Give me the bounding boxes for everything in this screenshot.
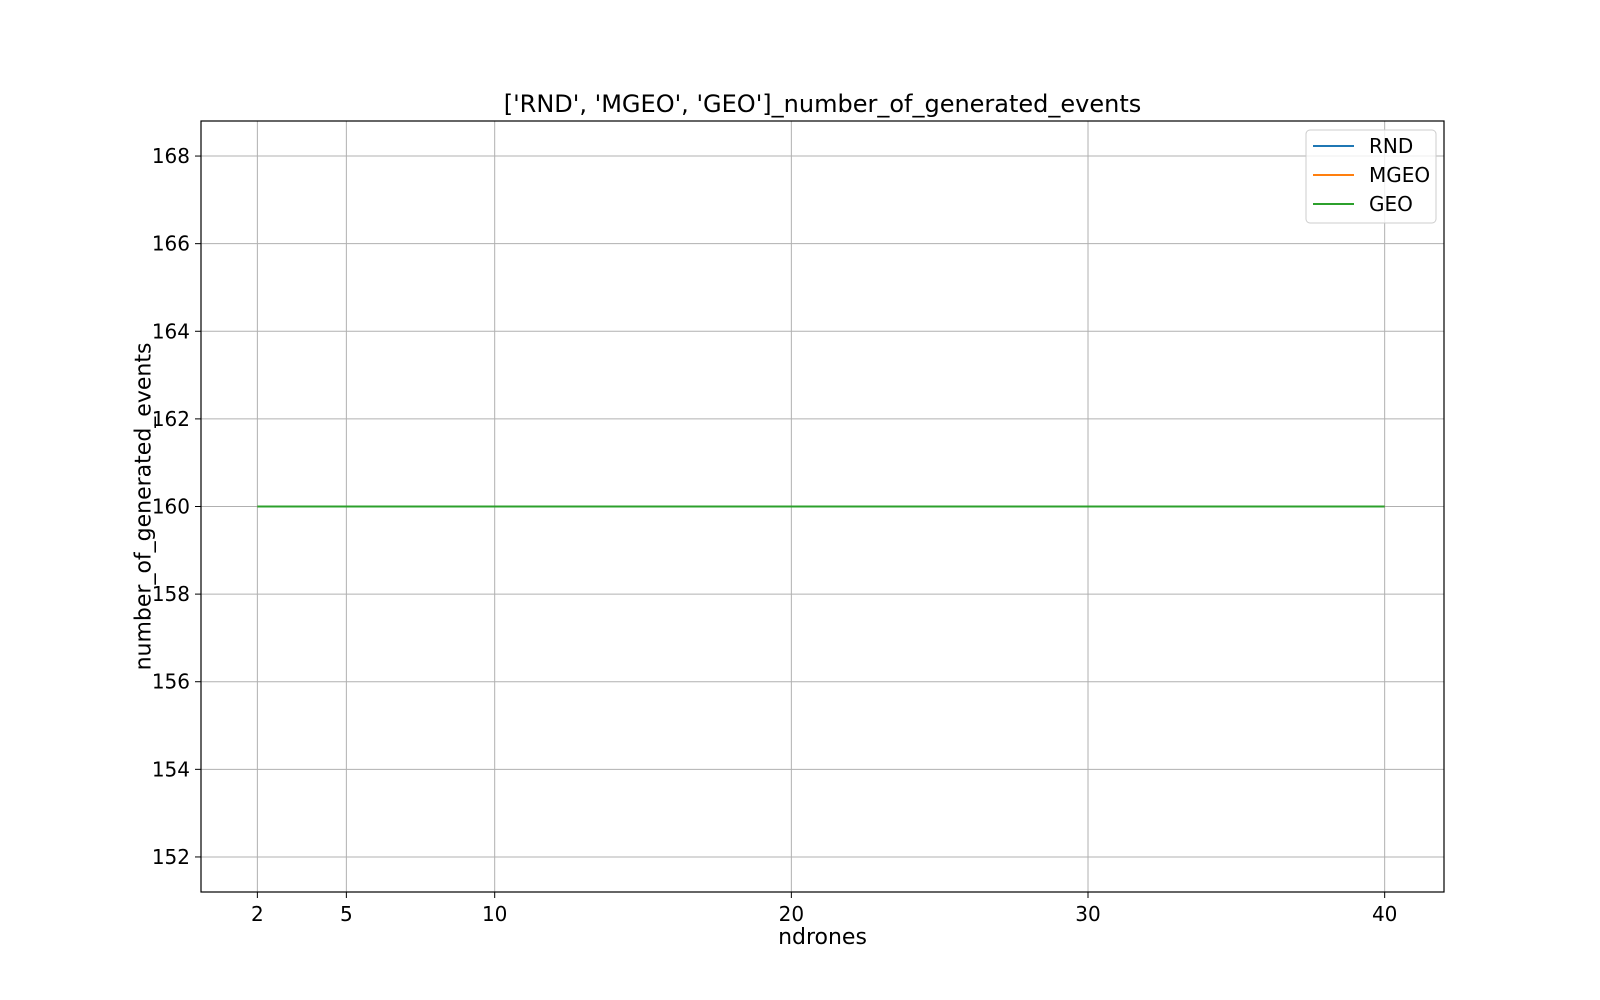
x-tick-label: 2: [251, 902, 264, 926]
x-axis-title: ndrones: [778, 925, 867, 950]
y-tick-label: 162: [152, 407, 190, 431]
y-tick-label: 158: [152, 582, 190, 606]
x-tick-label: 20: [779, 902, 804, 926]
y-tick-label: 160: [152, 495, 190, 519]
legend-label-mgeo: MGEO: [1369, 163, 1430, 187]
x-tick-label: 10: [482, 902, 507, 926]
legend-label-rnd: RND: [1369, 134, 1413, 158]
legend: RND MGEO GEO: [1305, 129, 1437, 224]
legend-box: [1305, 129, 1437, 224]
y-tick-label: 156: [152, 670, 190, 694]
y-tick-label: 168: [152, 144, 190, 168]
chart-title: ['RND', 'MGEO', 'GEO']_number_of_generat…: [504, 90, 1142, 118]
y-axis-ticks: 152 154 156 158 160 162 164 166 168: [152, 144, 201, 869]
x-tick-label: 30: [1075, 902, 1100, 926]
x-tick-label: 40: [1372, 902, 1397, 926]
x-tick-label: 5: [340, 902, 353, 926]
y-tick-label: 164: [152, 319, 190, 343]
y-axis-title: number_of_generated_events: [132, 343, 157, 671]
x-axis-ticks: 2 5 10 20 30 40: [251, 892, 1397, 926]
legend-label-geo: GEO: [1369, 192, 1413, 216]
y-tick-label: 166: [152, 232, 190, 256]
y-tick-label: 152: [152, 845, 190, 869]
y-tick-label: 154: [152, 757, 190, 781]
